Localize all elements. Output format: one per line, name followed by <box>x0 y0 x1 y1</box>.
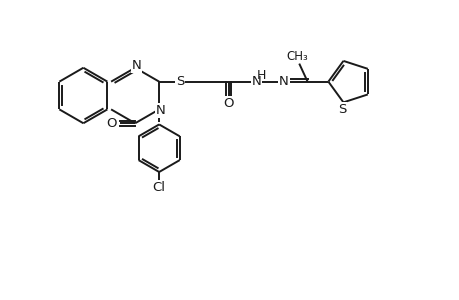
Text: CH₃: CH₃ <box>286 50 308 63</box>
Text: S: S <box>337 103 346 116</box>
Text: O: O <box>223 97 233 110</box>
Text: H: H <box>256 69 265 82</box>
Text: N: N <box>279 75 288 88</box>
Text: N: N <box>131 59 141 72</box>
Text: N: N <box>251 75 261 88</box>
Text: Cl: Cl <box>152 181 165 194</box>
Text: O: O <box>106 117 117 130</box>
Text: N: N <box>155 104 165 117</box>
Text: S: S <box>175 75 184 88</box>
